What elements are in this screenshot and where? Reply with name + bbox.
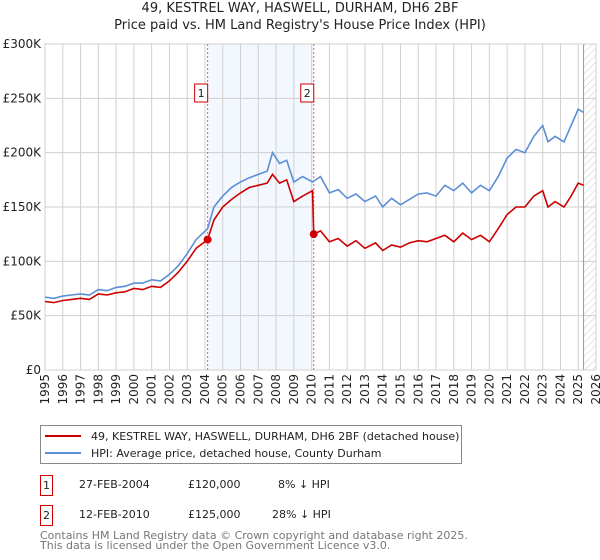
- y-tick-label: £300K: [3, 37, 43, 51]
- transaction-hpi: 28% ↓ HPI: [272, 508, 331, 521]
- price-paid-line: [44, 173, 584, 304]
- sale-marker-box: [300, 83, 315, 103]
- price-chart: 1995 1996 1997 1998 1999 2000 2001 2002 2003 2004…: [3, 37, 600, 405]
- sale-point: [203, 235, 212, 244]
- x-tick-label: 2007: [251, 374, 265, 405]
- x-tick-label: 2018: [447, 374, 461, 405]
- transaction-hpi: 8% ↓ HPI: [278, 478, 330, 491]
- x-tick-label: 2001: [145, 374, 159, 405]
- transaction-row: 1 27-FEB-2004 £120,000 8% ↓ HPI: [40, 475, 440, 496]
- sale-marker-label: 2: [304, 87, 311, 100]
- sale-marker-label: 1: [198, 87, 205, 100]
- x-tick-label: 2023: [536, 374, 550, 405]
- x-tick-label: 2026: [589, 374, 600, 405]
- x-tick-label: 2016: [411, 374, 425, 405]
- transaction-price: £120,000: [188, 478, 241, 491]
- transaction-date: 12-FEB-2010: [79, 508, 150, 521]
- x-tick-label: 2006: [234, 374, 248, 405]
- x-tick-label: 2024: [553, 374, 567, 405]
- x-tick-label: 2022: [518, 374, 532, 405]
- legend-swatch-red: [45, 435, 81, 437]
- y-tick-label: £150K: [3, 200, 43, 214]
- marker-badge: 2: [40, 505, 53, 526]
- x-tick-label: 2014: [376, 374, 390, 405]
- footer-licence: This data is licensed under the Open Gov…: [40, 539, 391, 552]
- marker-badge: 1: [40, 475, 53, 496]
- x-tick-label: 2013: [358, 374, 372, 405]
- x-tick-label: 2011: [322, 374, 336, 405]
- x-tick-label: 2019: [465, 374, 479, 405]
- x-tick-label: 1998: [91, 374, 105, 405]
- x-tick-label: 2020: [482, 374, 496, 405]
- plot-frame: [44, 43, 597, 371]
- x-tick-label: 2005: [216, 374, 230, 405]
- x-tick-label: 2002: [162, 374, 176, 405]
- x-tick-label: 2008: [269, 374, 283, 405]
- y-tick-label: £50K: [10, 309, 42, 323]
- x-tick-label: 2015: [393, 374, 407, 405]
- y-tick-label: £0: [26, 363, 41, 377]
- footer: Contains HM Land Registry data © Crown c…: [40, 529, 468, 552]
- y-tick-label: £100K: [3, 254, 43, 268]
- x-tick-label: 2021: [500, 374, 514, 405]
- hpi-line: [44, 108, 585, 300]
- sale-point: [309, 230, 318, 239]
- x-tick-label: 1996: [56, 374, 70, 405]
- x-tick-label: 2000: [127, 374, 141, 405]
- legend-item-property: 49, KESTREL WAY, HASWELL, DURHAM, DH6 2B…: [41, 428, 459, 444]
- transaction-row: 2 12-FEB-2010 £125,000 28% ↓ HPI: [40, 505, 440, 526]
- legend: 49, KESTREL WAY, HASWELL, DURHAM, DH6 2B…: [40, 425, 462, 464]
- x-tick-label: 1999: [109, 374, 123, 405]
- chart-title: 49, KESTREL WAY, HASWELL, DURHAM, DH6 2B…: [141, 1, 459, 16]
- x-tick-label: 2025: [571, 374, 585, 405]
- y-tick-label: £200K: [3, 146, 43, 160]
- sale-marker-box: [194, 83, 209, 103]
- x-tick-label: 2010: [305, 374, 319, 405]
- x-tick-label: 1997: [74, 374, 88, 405]
- x-tick-label: 2009: [287, 374, 301, 405]
- y-tick-label: £250K: [3, 91, 43, 105]
- legend-item-hpi: HPI: Average price, detached house, Coun…: [41, 445, 382, 461]
- x-tick-label: 2017: [429, 374, 443, 405]
- x-tick-label: 2004: [198, 374, 212, 405]
- legend-label: 49, KESTREL WAY, HASWELL, DURHAM, DH6 2B…: [91, 429, 460, 443]
- legend-label: HPI: Average price, detached house, Coun…: [91, 446, 382, 460]
- legend-swatch-blue: [45, 452, 81, 454]
- x-tick-label: 2003: [180, 374, 194, 405]
- x-tick-label: 1995: [38, 374, 52, 405]
- transaction-price: £125,000: [188, 508, 241, 521]
- chart-subtitle: Price paid vs. HM Land Registry's House …: [114, 18, 486, 33]
- transaction-date: 27-FEB-2004: [79, 478, 150, 491]
- footer-copyright: Contains HM Land Registry data © Crown c…: [40, 529, 468, 542]
- x-tick-label: 2012: [340, 374, 354, 405]
